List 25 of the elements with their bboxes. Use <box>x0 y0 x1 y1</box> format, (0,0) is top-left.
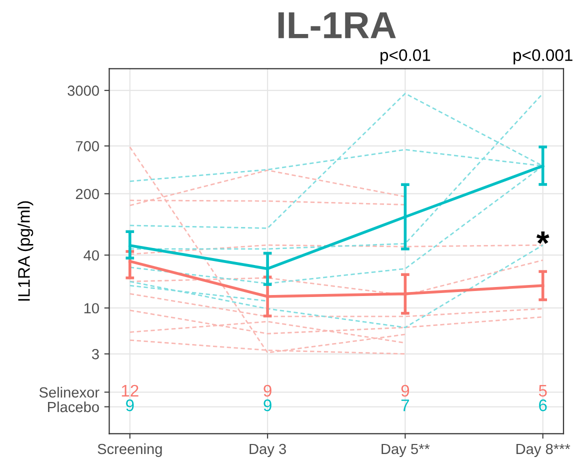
y-tick-label: Placebo <box>48 401 99 412</box>
annotation: 12 <box>122 384 138 396</box>
annotation: 6 <box>539 399 547 412</box>
y-tick-label: 10 <box>84 303 99 314</box>
y-tick-label: 40 <box>84 250 99 261</box>
y-tick-label: 700 <box>76 141 99 152</box>
annotation: 5 <box>538 385 547 397</box>
x-tick-label: Day 8*** <box>516 444 570 458</box>
annotation: 9 <box>126 399 134 412</box>
y-tick-label: 3000 <box>68 86 99 96</box>
annotation: 9 <box>264 384 272 397</box>
text: p<0.001 <box>514 49 572 64</box>
x-tick-label: Day 5** <box>382 444 430 458</box>
y-tick-label: 200 <box>76 188 99 200</box>
annotation: 9 <box>401 384 410 397</box>
x-tick-label: Screening <box>98 443 162 458</box>
annotation: * <box>536 232 550 244</box>
annotation: 9 <box>264 399 272 412</box>
x-tick-label: Day 3 <box>250 444 286 458</box>
text: p<0.01 <box>380 49 430 64</box>
annotation: 7 <box>401 400 409 412</box>
y-axis-title: IL1RA (pg/ml) <box>18 201 34 301</box>
y-tick-label: 3 <box>92 348 99 360</box>
y-tick-label: Selinexor <box>39 386 100 398</box>
chart-title: IL-1RA <box>278 12 396 38</box>
